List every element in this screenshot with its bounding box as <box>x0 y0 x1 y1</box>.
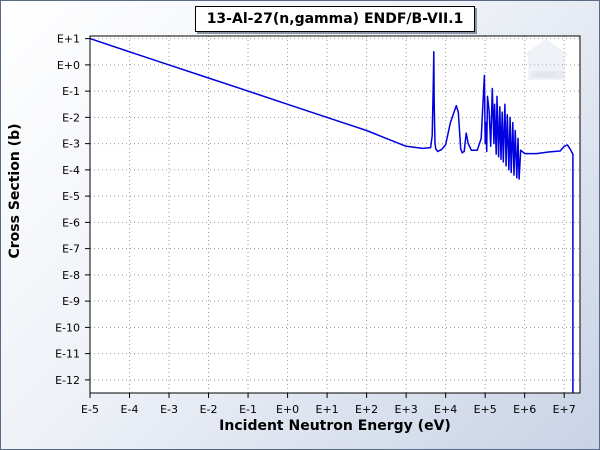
y-tick-label: E-11 <box>55 348 80 361</box>
axes: E-5 E-4 E-3 E-2 E-1 E+0 E+1 E+2 E+3 E+4 E+5 E+6 E+7 E… <box>55 33 576 416</box>
y-tick-label: E-8 <box>62 269 80 282</box>
grid <box>90 36 580 393</box>
chart-title: 13-Al-27(n,gamma) ENDF/B-VII.1 <box>195 6 475 32</box>
y-tick-label: E-12 <box>55 374 80 387</box>
data-series <box>89 37 574 393</box>
x-tick-label: E-5 <box>81 403 99 416</box>
x-tick-label: E+3 <box>395 403 418 416</box>
x-axis-label: Incident Neutron Energy (eV) <box>219 418 451 434</box>
x-tick-label: E+5 <box>474 403 497 416</box>
x-tick-label: E+1 <box>316 403 339 416</box>
x-tick-label: E-1 <box>239 403 257 416</box>
y-tick-label: E-4 <box>62 164 80 177</box>
y-tick-label: E-2 <box>62 111 80 124</box>
x-tick-label: E-4 <box>121 403 139 416</box>
plot-border <box>89 35 581 394</box>
y-tick-label: E+0 <box>57 59 80 72</box>
y-tick-label: E-3 <box>62 138 80 151</box>
y-tick-label: E-6 <box>62 216 80 229</box>
x-tick-label: E+4 <box>434 403 457 416</box>
y-tick-label: E-9 <box>62 295 80 308</box>
cross-section-line <box>89 37 574 393</box>
y-tick-label: E-7 <box>62 243 80 256</box>
y-tick-label: E-10 <box>55 321 80 334</box>
y-tick-label: E+1 <box>57 33 80 46</box>
x-tick-label: E+7 <box>553 403 576 416</box>
y-tick-label: E-5 <box>62 190 80 203</box>
x-tick-label: E+0 <box>276 403 299 416</box>
y-axis-label: Cross Section (b) <box>7 123 23 259</box>
x-tick-label: E+2 <box>355 403 378 416</box>
y-tick-label: E-1 <box>62 85 80 98</box>
nndc-logo-text: NNDC <box>536 71 557 79</box>
x-tick-label: E-3 <box>160 403 178 416</box>
plot-background <box>90 36 580 393</box>
x-tick-label: E-2 <box>200 403 218 416</box>
nndc-logo: NNDC <box>523 39 569 80</box>
x-tick-label: E+6 <box>513 403 536 416</box>
